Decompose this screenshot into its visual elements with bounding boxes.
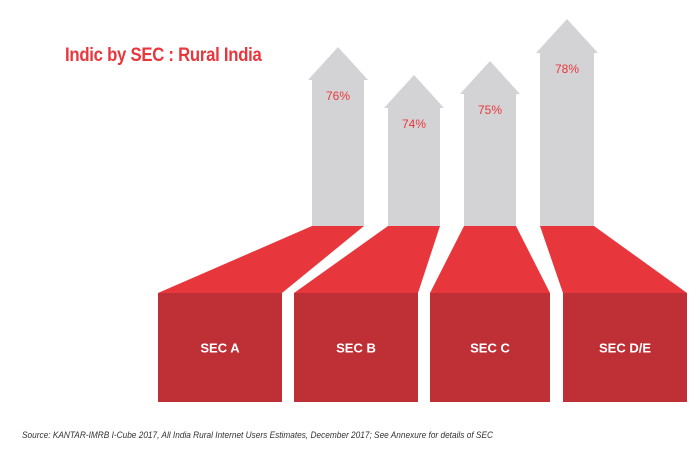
- arrow-bar-2: [384, 75, 444, 226]
- arrow-bar-1: [308, 47, 368, 226]
- value-label-3: 75%: [478, 103, 502, 117]
- category-label-2: SEC B: [336, 341, 376, 356]
- base-front-1: [158, 293, 282, 402]
- arrow-bar-4: [536, 19, 598, 226]
- base-front-2: [294, 293, 418, 402]
- value-label-4: 78%: [555, 62, 579, 76]
- arrows-layer: [308, 19, 598, 226]
- value-label-1: 76%: [326, 89, 350, 103]
- source-note: Source: KANTAR-IMRB I-Cube 2017, All Ind…: [22, 430, 493, 440]
- category-label-3: SEC C: [470, 341, 510, 356]
- base-front-3: [430, 293, 550, 402]
- labels-layer: 76% 74% 75% 78% SEC A SEC B SEC C SEC D/E: [200, 62, 651, 356]
- chart-title: Indic by SEC : Rural India: [65, 45, 262, 66]
- category-label-4: SEC D/E: [599, 341, 651, 356]
- base-top-2: [294, 226, 440, 293]
- base-top-3: [430, 226, 550, 293]
- base-top-1: [158, 226, 364, 293]
- bases-layer: [158, 226, 687, 402]
- value-label-2: 74%: [402, 117, 426, 131]
- arrow-bar-3: [460, 61, 520, 226]
- base-top-4: [540, 226, 687, 293]
- category-label-1: SEC A: [200, 341, 240, 356]
- base-front-4: [563, 293, 687, 402]
